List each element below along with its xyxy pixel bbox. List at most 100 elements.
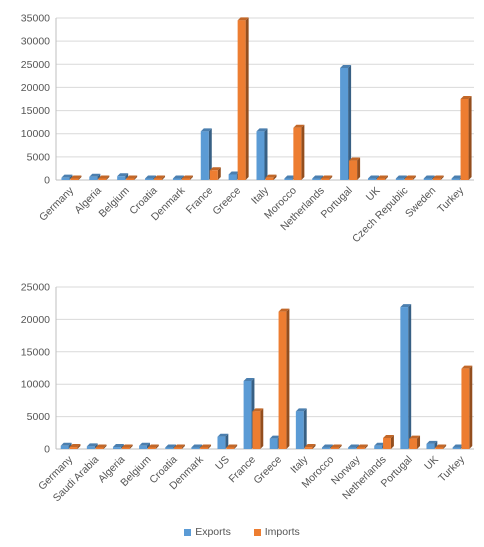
imports-bar-top: [70, 175, 82, 179]
exports-bar: [348, 444, 359, 449]
x-tick-label: US: [213, 454, 232, 473]
exports-bar-front: [61, 177, 70, 180]
exports-bar-front: [451, 178, 460, 180]
imports-bar-front: [95, 447, 104, 449]
y-tick-label: 0: [44, 175, 50, 187]
exports-bar-front: [200, 131, 209, 180]
exports-bar-front: [172, 178, 181, 180]
imports-bar: [174, 444, 185, 449]
imports-bar-side: [155, 444, 159, 449]
exports-bar-top: [200, 128, 212, 132]
y-tick-label: 10000: [21, 128, 50, 140]
exports-bar: [217, 433, 229, 449]
exports-bar-side: [120, 444, 124, 449]
exports-bar: [145, 175, 157, 180]
exports-bar: [423, 175, 435, 180]
exports-bar-side: [303, 408, 307, 449]
imports-bar-side: [384, 175, 388, 180]
y-tick-label: 15000: [21, 105, 50, 117]
exports-bar-front: [243, 380, 252, 449]
exports-bar: [426, 440, 438, 449]
y-tick-label: 30000: [21, 36, 50, 48]
exports-bar: [61, 174, 73, 180]
imports-bar-top: [304, 444, 316, 448]
legend: Exports Imports: [0, 526, 484, 538]
x-tick-label: Germany: [37, 184, 77, 224]
exports-bar-top: [117, 173, 129, 177]
imports-bar-side: [217, 167, 221, 180]
imports-bar: [237, 17, 249, 180]
imports-bar: [147, 444, 159, 449]
imports-bar-front: [349, 160, 358, 180]
imports-bar-top: [200, 444, 212, 448]
imports-bar: [409, 435, 421, 449]
exports-bar: [367, 175, 379, 180]
exports-bar: [312, 175, 324, 180]
exports-bar-top: [452, 444, 464, 448]
imports-bar-top: [209, 167, 221, 171]
imports-bar-side: [77, 444, 81, 449]
imports-bar-front: [147, 447, 156, 449]
imports-bar-top: [69, 444, 81, 448]
imports-bar-top: [404, 175, 416, 179]
imports-bar-front: [461, 368, 470, 449]
imports-bar-front: [409, 438, 418, 449]
exports-bar-front: [423, 178, 432, 180]
exports-bar: [139, 442, 150, 449]
x-tick-label: UK: [422, 454, 441, 473]
exports-bar-top: [340, 64, 352, 68]
exports-bar: [400, 304, 412, 449]
exports-bar-top: [374, 442, 386, 446]
imports-bar-side: [417, 435, 421, 449]
exports-bar-top: [312, 175, 324, 179]
imports-bar-side: [469, 365, 473, 449]
exports-bar-top: [172, 175, 184, 179]
exports-bar-side: [173, 444, 177, 449]
imports-bar-top: [98, 175, 110, 179]
exports-bar-top: [395, 175, 407, 179]
imports-bar-top: [121, 444, 133, 448]
exports-bar-side: [434, 440, 438, 449]
imports-bar-side: [329, 175, 333, 180]
imports-bar-front: [330, 447, 339, 449]
imports-bar-front: [70, 178, 79, 180]
y-tick-label: 25000: [21, 282, 50, 294]
exports-bar: [321, 444, 333, 449]
exports-bar-front: [395, 178, 404, 180]
imports-bar-side: [357, 157, 361, 180]
imports-bar-top: [252, 408, 264, 412]
imports-bar-side: [364, 444, 368, 449]
imports-bar-top: [349, 157, 361, 161]
imports-bar-top: [376, 175, 388, 179]
imports-bar-top: [330, 444, 342, 448]
exports-bar-side: [375, 175, 379, 180]
exports-bar-top: [426, 440, 438, 444]
imports-bar-top: [126, 175, 138, 179]
imports-bar: [278, 308, 290, 449]
legend-swatch-imports: [253, 528, 261, 536]
imports-bar-front: [209, 170, 218, 180]
imports-bar-side: [245, 17, 249, 180]
imports-bar-front: [237, 20, 246, 180]
legend-label-imports: Imports: [264, 526, 300, 538]
imports-bar-front: [121, 447, 130, 449]
imports-bar-front: [181, 178, 190, 180]
exports-bar: [340, 64, 352, 180]
imports-bar-front: [404, 178, 413, 180]
imports-bar-side: [129, 444, 133, 449]
exports-bar-top: [269, 435, 281, 439]
imports-bar-front: [200, 447, 209, 449]
imports-bar: [265, 174, 277, 180]
legend-swatch-exports: [184, 528, 192, 536]
exports-bar-side: [68, 442, 72, 449]
exports-bar-top: [61, 174, 73, 178]
x-tick-label: UK: [364, 185, 383, 204]
imports-bar-front: [383, 437, 391, 449]
imports-bar-top: [460, 96, 472, 99]
imports-bar-top: [181, 175, 193, 179]
imports-bar: [181, 175, 193, 180]
imports-bar-side: [208, 444, 212, 449]
imports-bar-top: [154, 175, 166, 179]
imports-bar-front: [126, 178, 135, 180]
